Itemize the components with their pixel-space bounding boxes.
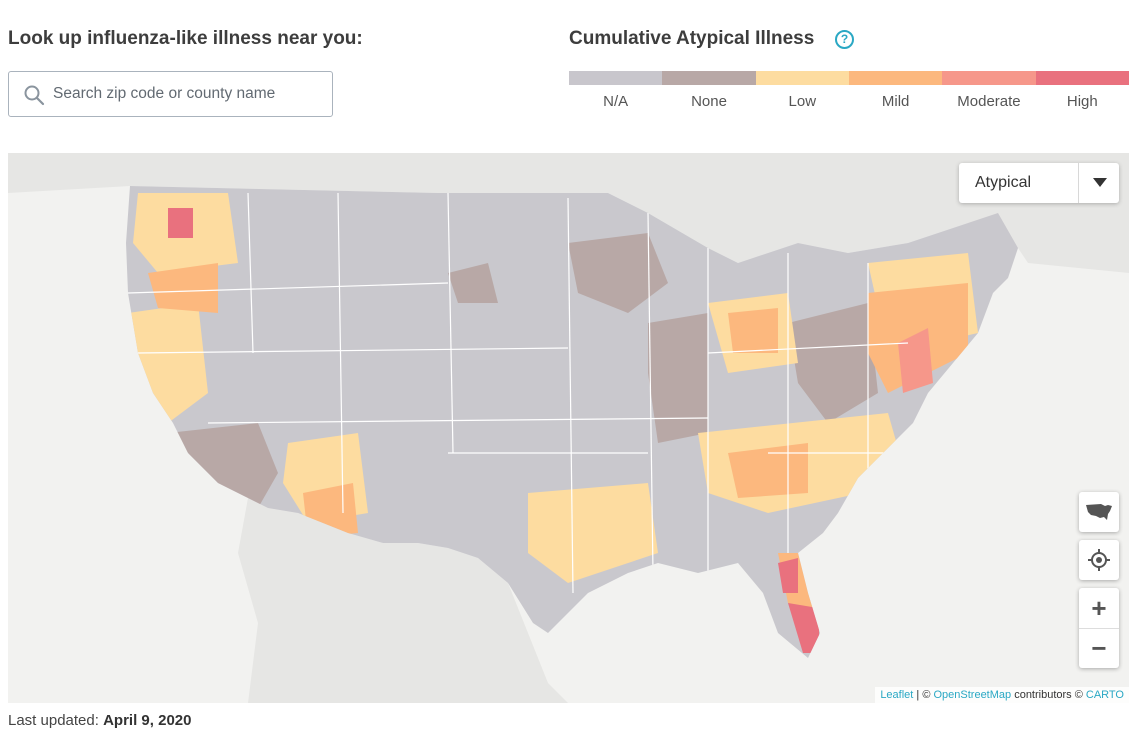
- legend-label-high: High: [1066, 93, 1098, 110]
- last-updated-label: Last updated:: [8, 712, 99, 729]
- us-land[interactable]: [126, 186, 1018, 658]
- zoom-separator: [1079, 628, 1119, 629]
- basemap[interactable]: [8, 153, 1129, 703]
- search-icon: [24, 85, 45, 106]
- region-none-illinois[interactable]: [648, 313, 708, 443]
- attribution-contrib: contributors ©: [1011, 689, 1086, 701]
- mexico-land: [238, 498, 568, 703]
- metric-select[interactable]: Atypical: [959, 163, 1119, 203]
- metric-select-value: Atypical: [975, 174, 1032, 191]
- osm-link[interactable]: OpenStreetMap: [933, 689, 1012, 701]
- leaflet-link[interactable]: Leaflet: [880, 689, 914, 701]
- legend-label-low: Low: [788, 93, 817, 110]
- region-none-midwest[interactable]: [568, 233, 668, 313]
- region-high-orlando[interactable]: [778, 558, 798, 593]
- crosshair-icon: [1088, 549, 1110, 571]
- legend-label-none: None: [691, 93, 727, 110]
- region-low-california[interactable]: [128, 303, 208, 423]
- state-borders: [127, 192, 909, 594]
- region-high-miami[interactable]: [788, 603, 820, 653]
- help-icon[interactable]: ?: [835, 30, 854, 49]
- legend-swatch-none: [662, 71, 756, 85]
- legend-swatch-mild: [848, 71, 943, 85]
- region-none-dakotas[interactable]: [448, 263, 498, 303]
- legend-swatch-na: [569, 71, 663, 85]
- legend-label-na: N/A: [603, 93, 629, 110]
- zoom-controls: + −: [1079, 588, 1119, 668]
- last-updated-value: April 9, 2020: [103, 712, 192, 729]
- zoom-out-button[interactable]: −: [1091, 632, 1107, 663]
- zoom-in-button[interactable]: +: [1091, 592, 1107, 623]
- select-divider: [1078, 163, 1079, 203]
- legend-title: Cumulative Atypical Illness: [569, 28, 815, 49]
- map-attribution: Leaflet | © OpenStreetMap contributors ©…: [875, 687, 1129, 703]
- lookup-heading: Look up influenza-like illness near you:: [8, 28, 363, 49]
- legend-label-mild: Mild: [881, 93, 910, 110]
- map[interactable]: Atypical + − Leaflet | © OpenStreetMap c…: [8, 153, 1129, 703]
- last-updated: Last updated: April 9, 2020: [8, 712, 191, 729]
- region-mild-oregon[interactable]: [148, 263, 218, 313]
- legend-label-moderate: Moderate: [957, 93, 1021, 110]
- carto-link[interactable]: CARTO: [1085, 689, 1124, 701]
- search-input[interactable]: [53, 81, 323, 107]
- legend-swatch-moderate: [942, 71, 1036, 85]
- region-high-seattle[interactable]: [168, 208, 193, 238]
- county-shading[interactable]: [128, 193, 978, 653]
- legend: N/A None Low Mild Moderate High: [569, 71, 1129, 110]
- us-map-icon: [1086, 504, 1112, 520]
- region-none-ohio-valley[interactable]: [788, 303, 878, 423]
- legend-swatch-low: [755, 71, 849, 85]
- locate-button[interactable]: [1079, 540, 1119, 580]
- us-view-button[interactable]: [1079, 492, 1119, 532]
- legend-labels: N/A None Low Mild Moderate High: [569, 93, 1129, 110]
- canada-land: [8, 153, 1129, 273]
- legend-swatches: [569, 71, 1129, 85]
- legend-swatch-high: [1035, 71, 1129, 85]
- region-low-gulf[interactable]: [528, 483, 658, 583]
- region-moderate-nyc[interactable]: [898, 328, 933, 393]
- region-mild-detroit[interactable]: [728, 308, 778, 353]
- chevron-down-icon[interactable]: [1093, 178, 1107, 187]
- region-none-socal[interactable]: [168, 423, 278, 508]
- attribution-sep: | ©: [913, 689, 934, 701]
- search-box[interactable]: [8, 71, 333, 117]
